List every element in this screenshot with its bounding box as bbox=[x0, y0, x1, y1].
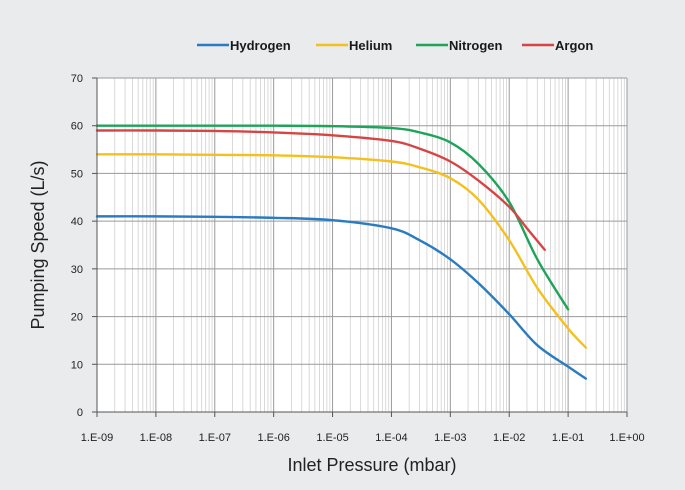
x-tick-label: 1.E-02 bbox=[493, 432, 525, 444]
y-tick-labels: 0 10 20 30 40 50 60 70 bbox=[71, 73, 83, 419]
legend-item-nitrogen: Nitrogen bbox=[416, 38, 503, 53]
y-tick-label: 70 bbox=[71, 73, 83, 85]
gridlines bbox=[96, 77, 628, 413]
series-line-argon bbox=[95, 129, 546, 251]
x-tick-label: 1.E-04 bbox=[375, 432, 407, 444]
legend-label: Argon bbox=[555, 38, 593, 53]
plot-background bbox=[97, 78, 627, 412]
y-tick-label: 40 bbox=[71, 216, 83, 228]
x-tick-labels: 1.E-09 1.E-08 1.E-07 1.E-06 1.E-05 1.E-04 1.E-… bbox=[81, 432, 645, 444]
y-tick-label: 20 bbox=[71, 312, 83, 324]
x-tick-label: 1.E-01 bbox=[552, 432, 584, 444]
legend-label: Hydrogen bbox=[230, 38, 291, 53]
x-tick-label: 1.E-09 bbox=[81, 432, 113, 444]
y-tick-label: 0 bbox=[77, 407, 83, 419]
series-line-helium bbox=[95, 153, 588, 349]
x-tick-label: 1.E-08 bbox=[140, 432, 172, 444]
x-tick-label: 1.E-07 bbox=[199, 432, 231, 444]
y-tick-label: 10 bbox=[71, 359, 83, 371]
y-tick-label: 30 bbox=[71, 264, 83, 276]
legend-item-hydrogen: Hydrogen bbox=[197, 38, 291, 53]
legend: Hydrogen Helium Nitrogen Argon bbox=[197, 38, 593, 53]
legend-label: Nitrogen bbox=[449, 38, 503, 53]
series-lines bbox=[95, 124, 588, 380]
legend-label: Helium bbox=[349, 38, 392, 53]
x-axis-label: Inlet Pressure (mbar) bbox=[287, 455, 456, 475]
x-tick-label: 1.E+00 bbox=[609, 432, 644, 444]
x-tick-label: 1.E-05 bbox=[316, 432, 348, 444]
x-tick-label: 1.E-06 bbox=[257, 432, 289, 444]
y-tick-label: 50 bbox=[71, 168, 83, 180]
x-tick-label: 1.E-03 bbox=[434, 432, 466, 444]
y-tick-label: 60 bbox=[71, 121, 83, 133]
legend-item-helium: Helium bbox=[316, 38, 392, 53]
plot-area bbox=[92, 77, 628, 417]
series-line-hydrogen bbox=[95, 215, 588, 380]
axes bbox=[92, 77, 628, 417]
legend-item-argon: Argon bbox=[522, 38, 593, 53]
y-axis-label: Pumping Speed (L/s) bbox=[28, 160, 48, 329]
